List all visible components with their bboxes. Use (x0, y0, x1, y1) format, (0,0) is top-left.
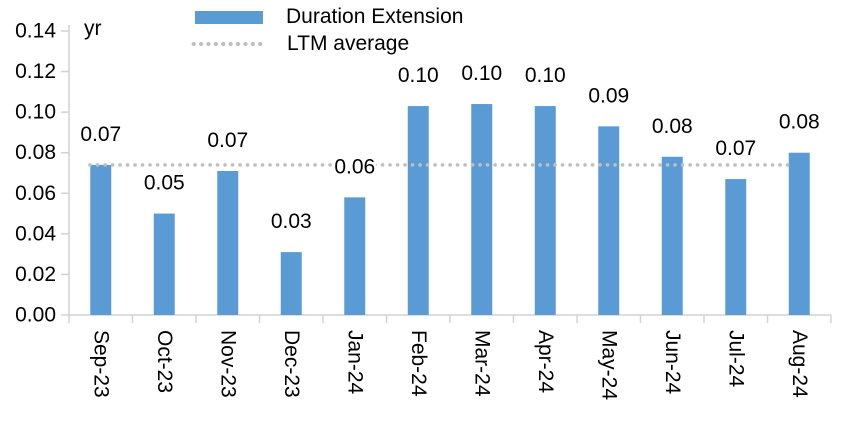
legend-bar-swatch-icon (195, 10, 263, 24)
x-category-label: Jul-24 (724, 330, 747, 388)
bar-value-label: 0.07 (715, 137, 756, 160)
bar-nov-23 (217, 170, 239, 315)
bar-sep-23 (90, 164, 112, 315)
bar-jun-24 (661, 156, 683, 315)
x-category-label: Jun-24 (661, 330, 684, 395)
legend-dotted-line-swatch-icon (190, 41, 264, 47)
bar-value-label: 0.10 (398, 64, 439, 87)
bar-value-label: 0.10 (461, 62, 502, 85)
x-category-label: Mar-24 (470, 330, 493, 397)
x-category-label: Jan-24 (343, 330, 366, 395)
bar-value-label: 0.08 (652, 115, 693, 138)
bar-value-label: 0.10 (525, 64, 566, 87)
bar-aug-24 (788, 152, 810, 315)
legend-label-duration-extension: Duration Extension (286, 5, 464, 28)
legend-label-ltm-average: LTM average (287, 32, 410, 55)
x-category-label: Aug-24 (788, 330, 811, 398)
bar-value-label: 0.08 (779, 111, 820, 134)
bar-value-label: 0.06 (334, 155, 375, 178)
x-category-label: Apr-24 (534, 330, 557, 393)
bar-value-label: 0.07 (80, 123, 121, 146)
bar-jan-24 (344, 197, 366, 315)
y-tick-label: 0.04 (15, 222, 56, 245)
y-axis-unit-label: yr (84, 17, 102, 40)
y-tick-label: 0.14 (15, 20, 56, 43)
y-tick-label: 0.00 (15, 304, 56, 327)
y-tick-label: 0.10 (15, 101, 56, 124)
y-tick-label: 0.12 (15, 60, 56, 83)
bar-value-label: 0.07 (207, 129, 248, 152)
x-category-label: Sep-23 (89, 330, 112, 398)
x-category-label: Feb-24 (407, 330, 430, 397)
bar-mar-24 (471, 104, 493, 316)
x-category-label: Dec-23 (280, 330, 303, 398)
x-category-label: May-24 (597, 330, 620, 400)
y-tick-label: 0.02 (15, 263, 56, 286)
bar-value-label: 0.09 (588, 84, 629, 107)
bar-feb-24 (407, 106, 429, 315)
y-tick-label: 0.06 (15, 182, 56, 205)
legend-item-ltm-average: LTM average (190, 31, 409, 57)
bar-value-label: 0.03 (271, 210, 312, 233)
legend-item-duration-extension: Duration Extension (195, 4, 463, 30)
bar-value-label: 0.05 (144, 172, 185, 195)
bar-jul-24 (725, 179, 747, 315)
bar-may-24 (598, 126, 620, 315)
bar-apr-24 (534, 106, 556, 315)
x-category-label: Nov-23 (216, 330, 239, 398)
y-tick-label: 0.08 (15, 141, 56, 164)
bar-oct-23 (153, 213, 175, 315)
x-category-label: Oct-23 (153, 330, 176, 393)
bar-dec-23 (280, 252, 302, 315)
